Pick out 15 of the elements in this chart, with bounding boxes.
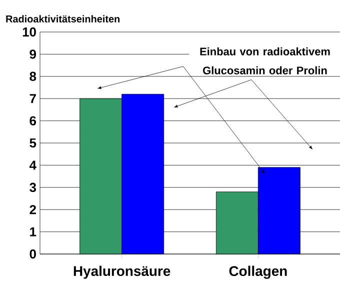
x-tick-label: Hyaluronsäure bbox=[74, 266, 170, 279]
y-axis-title: Radioaktivitätseinheiten bbox=[6, 15, 120, 22]
x-tick-label: Collagen bbox=[229, 266, 287, 279]
y-tick-label: 0 bbox=[30, 249, 36, 259]
y-tick-label: 8 bbox=[30, 72, 36, 81]
y-tick-label: 9 bbox=[30, 50, 36, 59]
y-tick-label: 2 bbox=[30, 205, 36, 214]
y-tick-label: 5 bbox=[30, 138, 36, 148]
y-tick-label: 7 bbox=[30, 94, 36, 104]
y-tick-label: 3 bbox=[30, 182, 36, 192]
y-tick-label: 1 bbox=[30, 227, 36, 236]
annotation: Einbau von radioaktivem Glucosamin oder Prolin bbox=[200, 47, 330, 74]
y-tick-label: 6 bbox=[30, 116, 36, 126]
y-tick-label: 4 bbox=[29, 160, 36, 170]
y-tick-label: 10 bbox=[22, 27, 36, 37]
